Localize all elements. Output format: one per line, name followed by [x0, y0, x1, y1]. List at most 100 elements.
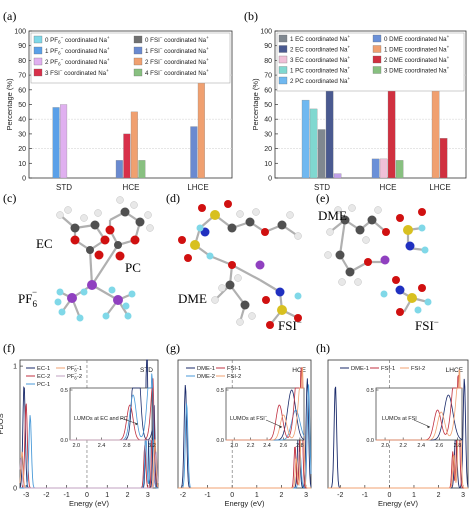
legend-swatch — [279, 67, 287, 74]
legend-entry: 0 FSI− coordinated Na+ — [134, 35, 209, 44]
legend-entry: 3 DME coordinated Na+ — [373, 66, 450, 75]
x-tick-label-lhce: LHCE — [187, 183, 208, 192]
legend-entry: FSI-1 — [216, 366, 241, 372]
x-tick-label: 3 — [461, 492, 465, 499]
x-tick-label: 1 — [412, 492, 416, 499]
y-tick-label: 50 — [18, 102, 26, 109]
legend-label: PC-1 — [37, 382, 50, 388]
y-tick-label: 1 — [13, 364, 17, 371]
panel-letter-b: (b) — [244, 9, 258, 23]
panel-letter-d: (d) — [166, 191, 180, 205]
pdos-curve — [20, 452, 158, 488]
inset-x-tick-label: 2.0 — [72, 443, 80, 449]
label-fsi-e: FSI− — [415, 317, 439, 333]
inset-y-tick-label: 0.0 — [60, 438, 68, 444]
y-tick-label: 80 — [264, 58, 272, 65]
bar — [302, 100, 309, 178]
x-tick-label: 1 — [105, 492, 109, 499]
legend-entry: 1 PF6− coordinated Na+ — [34, 46, 110, 56]
inset-x-tick-label: 2.0 — [381, 443, 389, 449]
x-tick-label-hce: HCE — [123, 183, 140, 192]
legend-entry: 1 FSI− coordinated Na+ — [134, 46, 209, 55]
legend-swatch — [34, 47, 42, 54]
y-tick-label: 100 — [260, 29, 272, 36]
y-tick-label: 40 — [264, 117, 272, 124]
legend-swatch — [373, 46, 381, 53]
x-tick-label: 3 — [304, 492, 308, 499]
legend-label: 1 FSI− coordinated Na+ — [145, 46, 209, 55]
y-tick-label: 30 — [18, 131, 26, 138]
x-tick-label: -3 — [23, 492, 29, 499]
legend-label: 2 PC coordinated Na+ — [290, 76, 350, 85]
inset-x-tick-label: 2.2 — [247, 443, 255, 449]
x-tick-label: -1 — [64, 492, 70, 499]
y-tick-label: 0 — [22, 176, 26, 183]
legend-entry: 0 DME coordinated Na+ — [373, 34, 450, 43]
legend-entry: PF6−-2 — [56, 371, 82, 381]
legend-label: 2 EC coordinated Na+ — [290, 45, 350, 54]
inset-x-tick-label: 2.4 — [417, 443, 425, 449]
inset-y-tick-label: 0.5 — [366, 388, 374, 394]
legend-label: 3 EC coordinated Na+ — [290, 55, 350, 64]
legend-entry: 2 PC coordinated Na+ — [279, 76, 350, 85]
bar — [388, 85, 395, 178]
y-tick-label: 50 — [264, 102, 272, 109]
legend-swatch — [134, 58, 142, 65]
bar — [440, 138, 447, 178]
y-tick-label: 0 — [268, 176, 272, 183]
bar — [396, 160, 403, 178]
y-tick-label: 60 — [18, 87, 26, 94]
legend-entry: PF6−-1 — [56, 363, 82, 373]
legend-swatch — [34, 36, 42, 43]
inset-x-tick-label: 2.6 — [436, 443, 444, 449]
legend-label: 4 FSI− coordinated Na+ — [145, 68, 209, 77]
inset-x-tick-label: 2.0 — [230, 443, 238, 449]
inset-y-tick-label: 0.5 — [216, 388, 224, 394]
legend-label: 2 PF6− coordinated Na+ — [45, 57, 110, 67]
y-axis-label: Percentage (%) — [5, 78, 14, 131]
legend-entry: FSI-1 — [370, 366, 395, 372]
x-axis-label: Energy (eV) — [69, 499, 110, 508]
legend-label: FSI-2 — [411, 366, 425, 372]
legend-label: 0 DME coordinated Na+ — [384, 34, 450, 43]
label-dme-d: DME — [178, 291, 207, 306]
panel-letter-f: (f) — [3, 341, 15, 355]
x-tick-label-hce: HCE — [380, 183, 397, 192]
legend-entry: 3 FSI− coordinated Na+ — [34, 68, 109, 77]
y-tick-label: 20 — [18, 146, 26, 153]
inset-x-tick-label: 3.2 — [148, 443, 156, 449]
legend-swatch — [134, 36, 142, 43]
inset-y-tick-label: 0.0 — [366, 438, 374, 444]
legend-entry: 0 PF6− coordinated Na+ — [34, 35, 110, 45]
bar — [326, 82, 333, 178]
legend-label: DME-1 — [351, 366, 369, 372]
y-axis-label: PDOS — [0, 413, 5, 434]
legend-swatch — [279, 77, 287, 84]
legend-entry: 1 DME coordinated Na+ — [373, 45, 450, 54]
y-tick-label: 30 — [264, 131, 272, 138]
legend-entry: DME-2 — [186, 374, 215, 380]
inset-annotation: LUMOs at EC and PC — [74, 416, 128, 422]
bar — [53, 107, 60, 178]
legend-label: FSI-2 — [227, 374, 241, 380]
legend-swatch — [279, 46, 287, 53]
legend-entry: EC-1 — [26, 366, 50, 372]
legend-label: 3 FSI− coordinated Na+ — [45, 68, 109, 77]
panel-letter-a: (a) — [3, 9, 16, 23]
legend-entry: 3 EC coordinated Na+ — [279, 55, 350, 64]
x-tick-label: 3 — [146, 492, 150, 499]
x-tick-label-std: STD — [56, 183, 72, 192]
inset-annotation: LUMOs at FSI — [382, 416, 417, 422]
legend-label: EC-2 — [37, 374, 50, 380]
legend-swatch — [34, 58, 42, 65]
x-tick-label: 0 — [85, 492, 89, 499]
bar — [131, 112, 138, 178]
legend-entry: FSI-2 — [216, 374, 241, 380]
legend-label: DME-1 — [197, 366, 215, 372]
